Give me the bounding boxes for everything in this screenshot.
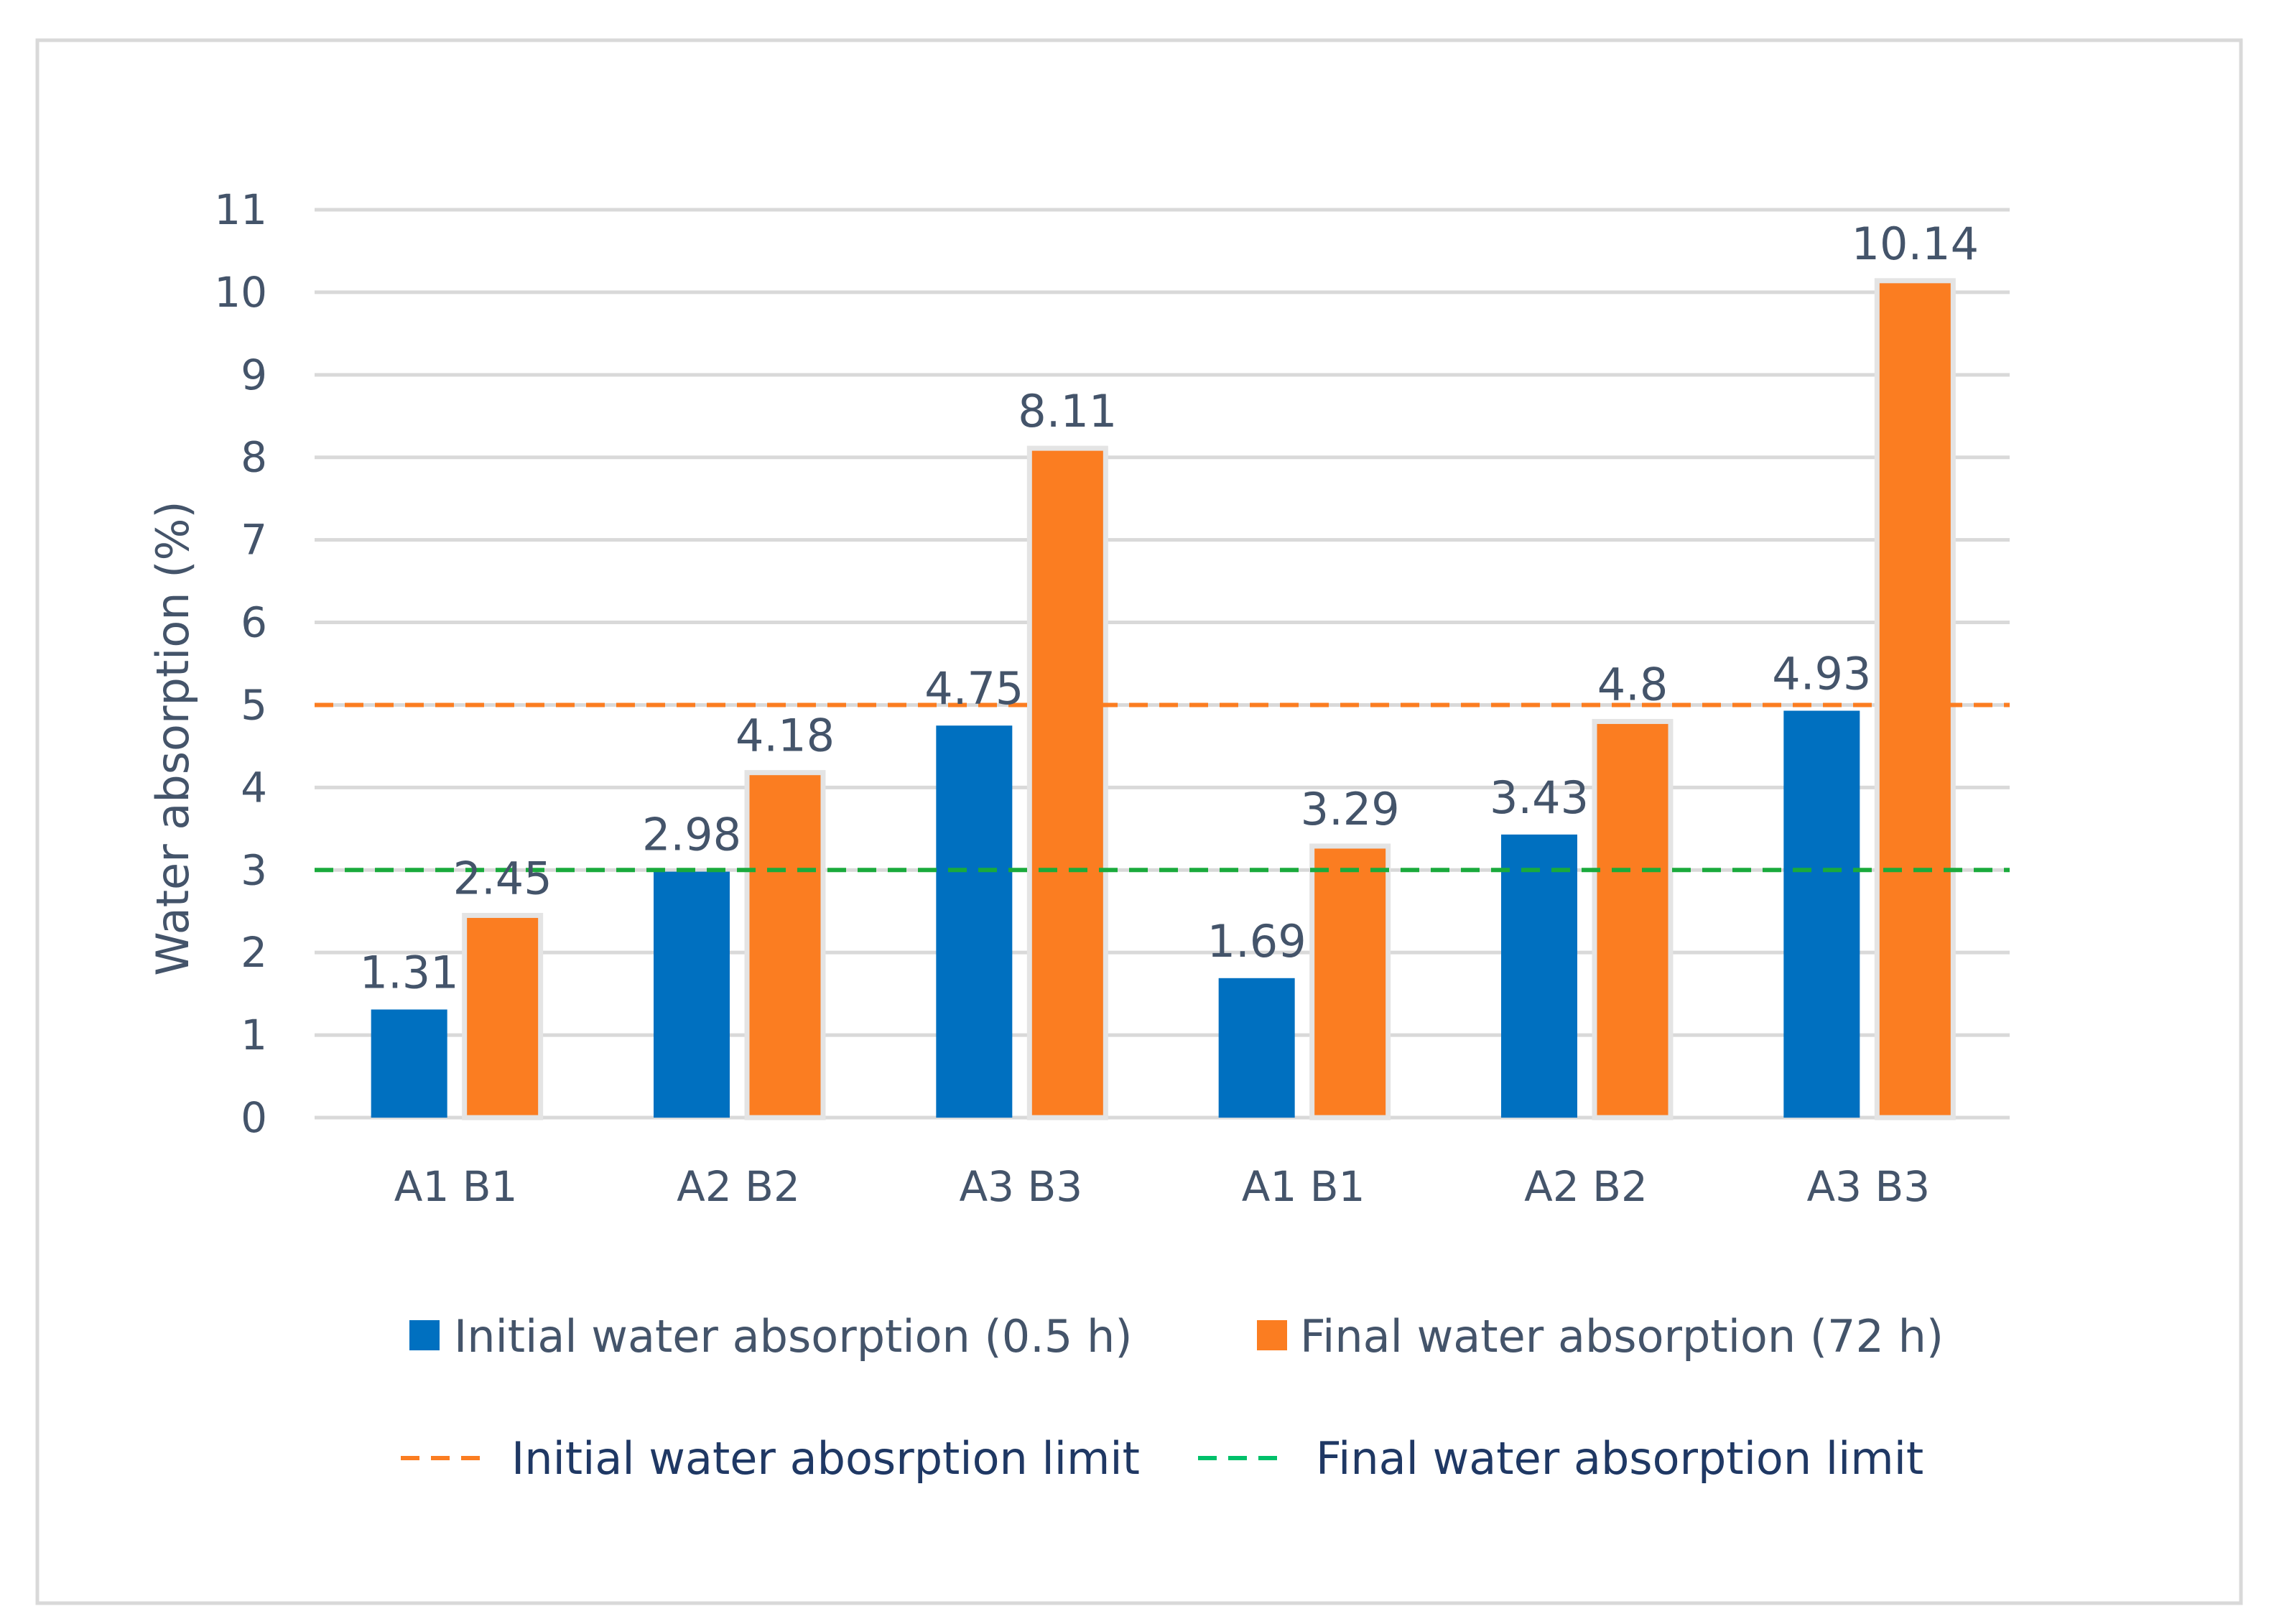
x-category-label: A2 B2 <box>1524 1162 1648 1211</box>
bar-initial <box>371 1009 447 1118</box>
data-label-final: 8.11 <box>1018 385 1117 437</box>
data-labels: 1.31 2.45 2.98 4.18 4.75 8.11 1.69 3.29 3.43 4.8 4… <box>360 218 1979 999</box>
legend-swatch <box>409 1320 440 1350</box>
legend: Initial water absorption (0.5 h) Final wa… <box>401 1310 1944 1485</box>
data-label-initial: 3.43 <box>1490 771 1589 824</box>
y-tick-label: 7 <box>241 516 267 565</box>
legend-label: Final water absorption limit <box>1316 1432 1923 1485</box>
bar-final <box>462 912 544 1120</box>
y-tick-label: 2 <box>241 928 267 977</box>
y-tick-label: 6 <box>241 598 267 647</box>
y-tick-labels: 0 1 2 3 4 5 6 7 8 9 10 11 <box>214 185 267 1142</box>
y-tick-label: 11 <box>214 185 267 234</box>
chart-border <box>35 38 2243 1605</box>
bar-initial <box>1501 834 1577 1118</box>
bar-final <box>1874 278 1956 1120</box>
data-label-final: 4.8 <box>1597 658 1668 710</box>
x-category-label: A2 B2 <box>677 1162 800 1211</box>
bar-final <box>1309 843 1391 1120</box>
y-tick-label: 8 <box>241 433 267 482</box>
data-label-final: 2.45 <box>453 852 552 904</box>
x-category-label: A3 B3 <box>1806 1162 1930 1211</box>
legend-label: Final water absorption (72 h) <box>1300 1310 1944 1363</box>
bar-initial <box>1218 978 1295 1118</box>
y-axis-title: Water absorption (%) <box>147 501 199 975</box>
y-tick-label: 3 <box>241 845 267 894</box>
data-label-initial: 2.98 <box>642 809 741 861</box>
data-label-final: 4.18 <box>735 710 835 762</box>
legend-swatch <box>1257 1320 1287 1350</box>
data-label-final: 10.14 <box>1852 218 1979 270</box>
x-category-label: A1 B1 <box>1242 1162 1365 1211</box>
bar-final <box>1592 718 1674 1120</box>
data-label-initial: 1.31 <box>360 946 459 998</box>
y-tick-label: 5 <box>241 680 267 729</box>
y-tick-label: 1 <box>241 1011 267 1059</box>
bar-initial <box>936 725 1013 1118</box>
legend-label: Initial water abosrption limit <box>511 1432 1140 1485</box>
y-tick-label: 9 <box>241 351 267 399</box>
gridlines <box>315 208 2010 1120</box>
reference-lines <box>315 702 2010 873</box>
y-tick-label: 10 <box>214 268 267 317</box>
legend-label: Initial water absorption (0.5 h) <box>454 1310 1133 1363</box>
bar-initial <box>654 871 730 1118</box>
y-tick-label: 4 <box>241 763 267 812</box>
bar-final <box>744 770 826 1120</box>
bars <box>371 278 1956 1120</box>
x-category-label: A3 B3 <box>959 1162 1082 1211</box>
bar-final <box>1026 445 1108 1120</box>
data-label-final: 3.29 <box>1301 783 1400 835</box>
y-tick-label: 0 <box>241 1093 267 1142</box>
x-category-labels: A1 B1 A2 B2 A3 B3 A1 B1 A2 B2 A3 B3 <box>394 1162 1930 1211</box>
data-label-initial: 1.69 <box>1207 915 1306 968</box>
data-label-initial: 4.93 <box>1772 647 1871 700</box>
bar-initial <box>1783 710 1860 1118</box>
data-label-initial: 4.75 <box>924 662 1024 715</box>
x-category-label: A1 B1 <box>394 1162 518 1211</box>
